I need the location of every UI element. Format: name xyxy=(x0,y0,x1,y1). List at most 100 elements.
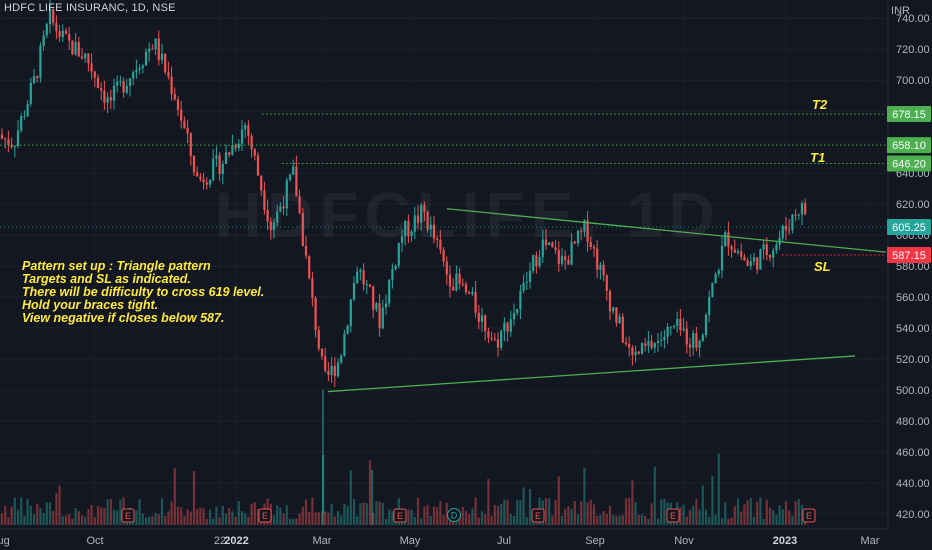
volume-bar xyxy=(253,502,256,525)
candle-body xyxy=(794,214,797,216)
candle-body xyxy=(301,213,304,247)
candle-body xyxy=(432,224,436,239)
candle-body xyxy=(804,203,807,214)
candle-body xyxy=(13,146,16,148)
volume-bar xyxy=(522,487,525,525)
volume-bar xyxy=(791,515,794,525)
candle-body xyxy=(484,315,487,332)
candle-body xyxy=(279,206,282,212)
volume-bar xyxy=(711,475,714,525)
volume-bar xyxy=(516,499,519,525)
candle-body xyxy=(36,76,39,78)
volume-bar xyxy=(784,501,788,525)
y-tick-label: 480.00 xyxy=(896,416,930,428)
volume-bar xyxy=(288,518,292,525)
candle-body xyxy=(48,8,52,25)
volume-bar xyxy=(663,498,666,525)
volume-bar xyxy=(36,504,39,525)
note-line: Pattern set up : Triangle pattern xyxy=(22,259,211,273)
volume-bar xyxy=(634,502,637,525)
target-1-tag: T1 xyxy=(810,150,826,165)
candle-body xyxy=(368,284,372,287)
volume-bar xyxy=(509,513,512,525)
candle-body xyxy=(388,280,391,304)
candle-body xyxy=(516,309,519,313)
candle-body xyxy=(608,291,612,312)
volume-bar xyxy=(138,499,141,525)
x-tick-label: Mar xyxy=(861,535,880,547)
candle-body xyxy=(519,290,522,310)
volume-bar xyxy=(112,509,116,525)
candle-body xyxy=(461,283,464,285)
candle-body xyxy=(336,362,340,377)
volume-bar xyxy=(327,512,330,525)
candle-body xyxy=(103,90,106,103)
candle-body xyxy=(698,341,701,348)
candle-body xyxy=(119,81,122,83)
volume-bar xyxy=(218,517,221,525)
candle-body xyxy=(669,326,672,328)
candle-body xyxy=(269,221,272,230)
candle-body xyxy=(576,230,580,244)
candle-body xyxy=(650,340,653,348)
volume-bar xyxy=(800,504,804,525)
candle-body xyxy=(391,268,394,281)
candle-body xyxy=(215,155,218,159)
candle-body xyxy=(528,270,532,282)
candle-body xyxy=(212,158,215,180)
volume-bar xyxy=(554,499,557,525)
y-tick-label: 580.00 xyxy=(896,261,930,273)
volume-bar xyxy=(656,518,660,525)
volume-bar xyxy=(93,517,96,525)
trendlines xyxy=(327,208,887,393)
volume-bar xyxy=(586,502,589,525)
volume-bar xyxy=(768,507,772,525)
volume-bar xyxy=(202,508,205,525)
volume-bar xyxy=(775,514,778,525)
volume-bar xyxy=(599,514,602,525)
dividend-marker-label: D xyxy=(451,511,458,521)
symbol-title: HDFC LIFE INSURANC, 1D, NSE xyxy=(4,2,176,14)
candle-body xyxy=(800,203,804,215)
volume-bar xyxy=(298,513,301,525)
volume-bar xyxy=(116,510,119,525)
candle-body xyxy=(464,284,468,293)
volume-bar xyxy=(692,505,695,525)
candle-body xyxy=(228,152,231,155)
candle-body xyxy=(784,225,788,230)
volume-bar xyxy=(567,506,570,525)
candle-body xyxy=(621,316,624,343)
candle-body xyxy=(141,65,144,68)
candle-body xyxy=(570,241,573,265)
candle-body xyxy=(429,224,432,230)
volume-bar xyxy=(64,515,68,525)
volume-bar xyxy=(429,516,432,525)
volume-bar xyxy=(621,514,624,525)
volume-bar xyxy=(746,500,749,525)
volume-bar xyxy=(797,499,800,525)
candle-body xyxy=(164,53,167,73)
candle-body xyxy=(170,76,173,94)
volume-bar xyxy=(637,514,640,525)
candle-body xyxy=(349,299,352,326)
y-tick-label: 440.00 xyxy=(896,478,930,490)
volume-bar xyxy=(525,517,528,525)
volume-bar xyxy=(596,516,599,525)
volume-bar xyxy=(644,516,647,525)
candle-body xyxy=(135,69,138,73)
candle-body xyxy=(80,56,84,59)
volume-bar xyxy=(445,502,448,525)
candle-body xyxy=(151,48,154,50)
candle-body xyxy=(583,220,586,232)
volume-bar xyxy=(45,502,48,525)
candle-body xyxy=(695,333,698,348)
candle-body xyxy=(791,214,794,230)
price-labels: 678.15 658.10 646.20 587.15 605.25 xyxy=(887,106,931,264)
earnings-marker: E xyxy=(121,508,135,523)
candle-body xyxy=(759,249,762,270)
earnings-marker: E xyxy=(531,508,545,523)
volume-bar xyxy=(727,518,730,525)
candle-body xyxy=(106,97,109,103)
volume-bar xyxy=(688,509,692,525)
